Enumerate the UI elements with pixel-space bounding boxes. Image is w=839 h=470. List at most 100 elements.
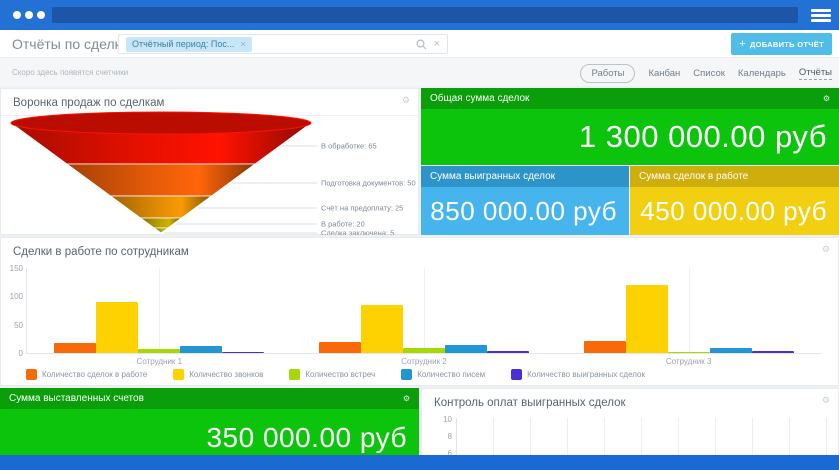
gear-icon[interactable]: ⚙: [401, 96, 410, 106]
menu-icon[interactable]: [811, 9, 831, 24]
gear-icon[interactable]: ⚙: [821, 245, 830, 255]
browser-titlebar: [0, 0, 839, 30]
filter-clear-icon[interactable]: ×: [433, 38, 440, 50]
payments-panel-title: Контроль оплат выигранных сделок: [434, 397, 626, 409]
funnel-stage[interactable]: [139, 217, 183, 229]
funnel-stage-label: Счёт на предоплату: 25: [321, 204, 403, 213]
window-dot[interactable]: [13, 11, 21, 19]
gear-icon[interactable]: ⚙: [822, 94, 830, 103]
legend-item[interactable]: Количество писем: [401, 369, 485, 380]
address-bar[interactable]: [52, 7, 798, 23]
bar[interactable]: [402, 348, 445, 353]
tile-title: Сумма выигранных сделок: [430, 171, 556, 182]
gear-icon[interactable]: ⚙: [821, 396, 830, 406]
bar[interactable]: [709, 348, 752, 353]
bar[interactable]: [180, 345, 223, 353]
window-dot[interactable]: [25, 11, 33, 19]
tab-список[interactable]: Список: [693, 68, 725, 79]
tab-работы[interactable]: Работы: [580, 64, 636, 83]
bar-category-label: Сотрудник 2: [401, 357, 447, 366]
window-controls: [13, 11, 45, 19]
legend-swatch: [289, 369, 301, 380]
y-tick-label: 150: [9, 264, 23, 273]
tile-value: 350 000.00 руб: [206, 422, 407, 453]
legend-swatch: [173, 369, 185, 380]
filter-chip-label: Отчётный период: Пос...: [132, 39, 235, 49]
funnel-stage[interactable]: [109, 195, 213, 219]
tab-отчёты[interactable]: Отчёты: [798, 67, 832, 80]
chart-legend: Количество сделок в работе Количество зво…: [26, 369, 645, 380]
y-tick-label: 8: [447, 432, 452, 441]
bar[interactable]: [583, 340, 626, 353]
plus-icon: +: [739, 38, 746, 50]
legend-item[interactable]: Количество сделок в работе: [26, 369, 147, 380]
bar[interactable]: [486, 351, 529, 353]
tile-header: Сумма выставленных счетов ⚙: [0, 388, 419, 409]
y-tick-label: 0: [18, 349, 23, 358]
bar-chart-plot: Сотрудник 1 Сотрудник 2 Сотрудник 3: [26, 268, 821, 366]
tile-header: Сумма выигранных сделок: [421, 166, 629, 187]
bar[interactable]: [625, 285, 668, 353]
bar[interactable]: [138, 349, 181, 353]
tab-канбан[interactable]: Канбан: [648, 68, 681, 79]
page-title-text: Отчёты по сделкам: [12, 36, 139, 52]
legend-item[interactable]: Количество выигранных сделок: [511, 369, 645, 380]
bar[interactable]: [667, 351, 710, 353]
funnel-stage-label: Подготовка документов: 50: [321, 179, 416, 188]
bar[interactable]: [54, 342, 97, 353]
y-tick-label: 6: [447, 449, 452, 458]
bar-group: Сотрудник 3: [582, 268, 796, 366]
legend-label: Количество сделок в работе: [42, 370, 148, 379]
legend-label: Количество выигранных сделок: [527, 370, 645, 379]
funnel-panel: Воронка продаж по сделкам ⚙ В обработке:…: [0, 88, 419, 235]
footer-bar: [0, 455, 839, 470]
bar-group: Сотрудник 1: [52, 268, 266, 366]
deals-by-employee-panel: Сделки в работе по сотрудникам ⚙ Сотрудн…: [0, 237, 839, 386]
bar[interactable]: [360, 304, 403, 353]
bar[interactable]: [318, 341, 361, 353]
funnel-stage-label: В работе: 20: [321, 220, 365, 229]
legend-label: Количество звонков: [189, 370, 264, 379]
y-tick-label: 10: [443, 415, 452, 424]
tile-header: Общая сумма сделок ⚙: [421, 88, 839, 109]
bar-group: Сотрудник 2: [317, 268, 531, 366]
tile-title: Сумма сделок в работе: [639, 171, 749, 182]
search-icon[interactable]: [416, 38, 427, 50]
bar[interactable]: [751, 351, 794, 353]
bar[interactable]: [444, 344, 487, 353]
tile-title: Общая сумма сделок: [430, 93, 530, 104]
bar[interactable]: [96, 302, 139, 353]
funnel-stage[interactable]: [65, 163, 257, 197]
toolbar-row: Скоро здесь появятся счетчики Работы Канб…: [0, 58, 839, 86]
counters-hint: Скоро здесь появятся счетчики: [12, 68, 129, 77]
filter-search-input[interactable]: Отчётный период: Пос... × ×: [118, 34, 448, 54]
add-report-label: ДОБАВИТЬ ОТЧЁТ: [749, 39, 824, 49]
add-report-button[interactable]: + ДОБАВИТЬ ОТЧЁТ: [731, 33, 832, 55]
tab-календарь[interactable]: Календарь: [737, 68, 786, 79]
legend-swatch: [511, 369, 523, 380]
funnel-panel-title: Воронка продаж по сделкам: [13, 97, 165, 109]
deals-in-progress-tile: Сумма сделок в работе 450 000.00 руб: [630, 166, 839, 235]
tile-value: 1 300 000.00 руб: [578, 119, 827, 154]
bars-panel-title: Сделки в работе по сотрудникам: [13, 246, 189, 258]
sales-funnel-chart: В обработке: 65 Подготовка документов: 50…: [9, 111, 416, 236]
tile-header: Сумма сделок в работе: [630, 166, 839, 187]
chip-close-icon[interactable]: ×: [240, 39, 246, 49]
funnel-stage-label: Сделка заключена: 5: [321, 229, 394, 236]
y-tick-label: 100: [9, 292, 23, 302]
funnel-stage[interactable]: [152, 227, 170, 234]
filter-chip[interactable]: Отчётный период: Пос... ×: [126, 36, 252, 52]
tile-value: 850 000.00 руб: [430, 195, 617, 226]
bar[interactable]: [222, 351, 265, 353]
gear-icon[interactable]: ⚙: [402, 394, 410, 403]
tile-title: Сумма выставленных счетов: [9, 393, 144, 404]
bar-category-label: Сотрудник 1: [136, 357, 183, 366]
page-header: Отчёты по сделкам☆ Отчётный период: Пос.…: [0, 30, 839, 58]
legend-item[interactable]: Количество звонков: [173, 369, 263, 380]
window-dot[interactable]: [37, 11, 45, 19]
legend-item[interactable]: Количество встреч: [289, 369, 375, 380]
view-tabs: Работы Канбан Список Календарь Отчёты: [580, 64, 832, 83]
tile-value: 450 000.00 руб: [640, 195, 827, 226]
legend-swatch: [401, 369, 413, 380]
